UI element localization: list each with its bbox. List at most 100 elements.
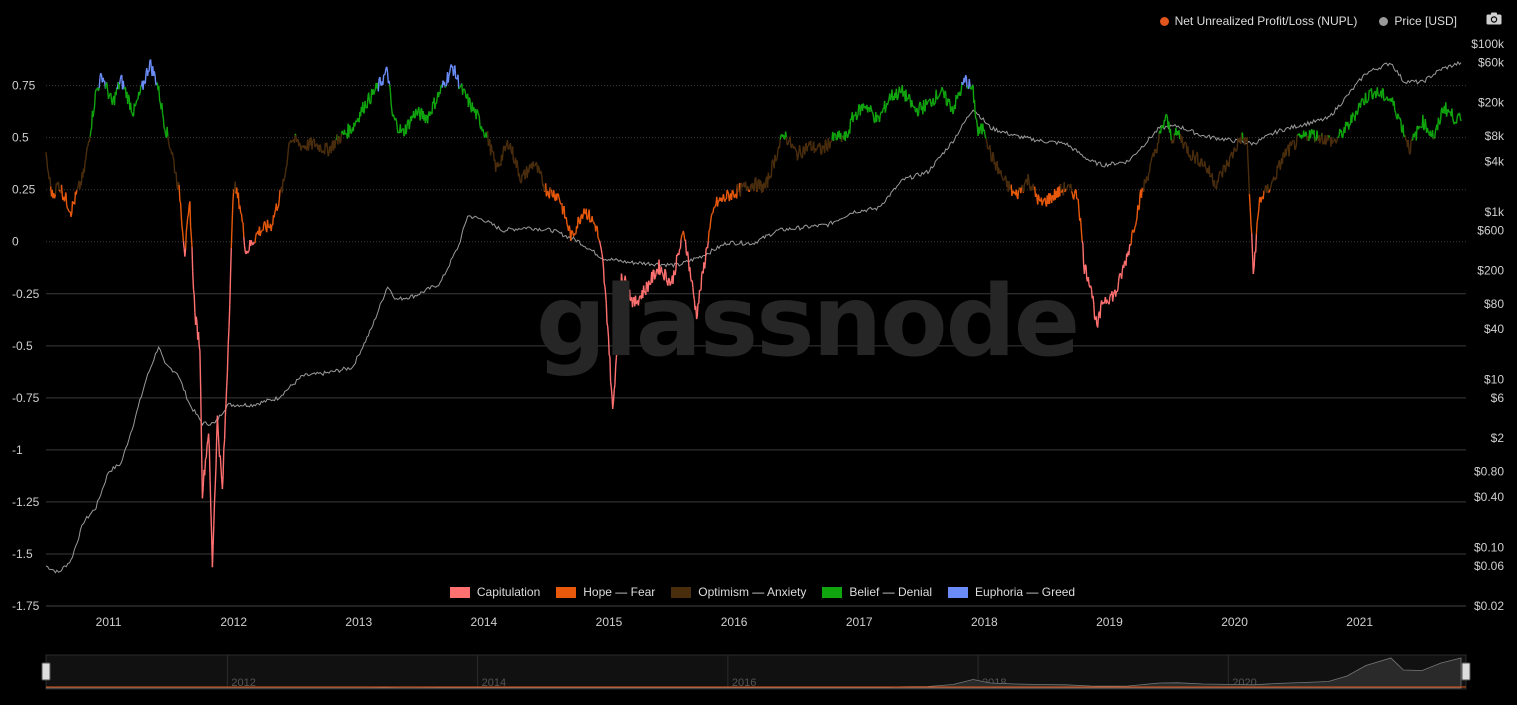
watermark: glassnode <box>536 265 1080 379</box>
nupl-segment <box>46 159 49 170</box>
nupl-segment <box>1256 216 1259 222</box>
nupl-segment <box>286 148 290 159</box>
nupl-segment <box>1141 187 1144 189</box>
nupl-segment <box>577 216 580 219</box>
nupl-segment <box>226 344 229 373</box>
zone-legend-item-capitulation[interactable]: Capitulation <box>449 585 540 599</box>
nupl-segment <box>1277 162 1280 168</box>
nupl-segment <box>846 134 849 139</box>
nupl-segment <box>250 240 253 244</box>
x-tick-label: 2017 <box>846 615 873 629</box>
navigator-handle-right[interactable] <box>1461 662 1471 681</box>
nupl-segment <box>290 140 293 143</box>
nupl-segment <box>363 112 365 114</box>
nupl-segment <box>240 212 243 215</box>
nupl-segment <box>511 146 514 161</box>
nupl-segment <box>970 85 973 90</box>
zone-legend-item-hope-fear[interactable]: Hope — Fear <box>556 585 655 599</box>
nupl-segment <box>599 244 602 250</box>
nupl-segment <box>1093 304 1096 319</box>
nupl-segment <box>867 106 870 109</box>
nupl-segment <box>283 173 286 179</box>
nupl-segment <box>364 100 367 108</box>
nupl-segment <box>870 109 873 113</box>
nupl-segment <box>950 108 953 113</box>
nupl-segment <box>287 142 290 149</box>
nupl-segment <box>193 294 196 313</box>
nupl-segment <box>200 449 204 499</box>
y-right-tick-label: $40 <box>1484 322 1504 336</box>
nupl-segment <box>648 280 651 285</box>
nupl-segment <box>459 86 461 89</box>
nupl-segment <box>75 189 78 195</box>
nupl-segment <box>1232 147 1235 155</box>
nupl-segment <box>319 144 322 150</box>
nupl-segment <box>614 365 617 385</box>
nupl-segment <box>490 144 493 152</box>
nupl-segment <box>830 139 833 143</box>
nupl-segment <box>722 193 725 200</box>
navigator[interactable]: 20122014201620182020 <box>41 654 1471 690</box>
nupl-segment <box>187 214 190 218</box>
nupl-segment <box>300 146 303 151</box>
nupl-segment <box>840 135 843 143</box>
nupl-segment <box>311 141 314 150</box>
nupl-segment <box>1418 125 1421 128</box>
x-tick-label: 2015 <box>596 615 623 629</box>
zone-legend-item-belief-denial[interactable]: Belief — Denial <box>822 585 932 599</box>
nupl-segment <box>505 144 508 147</box>
nupl-segment <box>253 241 255 244</box>
nupl-segment <box>550 189 553 197</box>
nupl-segment <box>181 226 184 233</box>
nupl-segment <box>1359 101 1362 108</box>
nupl-segment <box>384 68 387 74</box>
nupl-segment <box>237 192 240 209</box>
legend-item-price[interactable]: Price [USD] <box>1379 14 1457 28</box>
zone-legend-item-euphoria-greed[interactable]: Euphoria — Greed <box>948 585 1075 599</box>
nupl-segment <box>186 217 189 226</box>
nupl-segment <box>1333 138 1337 141</box>
nupl-segment <box>108 93 111 97</box>
nupl-segment <box>178 184 181 202</box>
nupl-segment <box>1148 163 1151 173</box>
camera-icon[interactable] <box>1486 12 1502 25</box>
nupl-segment <box>1070 191 1073 194</box>
nupl-segment <box>76 184 80 189</box>
nupl-segment <box>210 510 213 535</box>
nupl-segment <box>328 146 331 154</box>
nupl-segment <box>819 144 822 155</box>
nupl-segment <box>1217 176 1220 183</box>
nupl-segment <box>553 190 556 198</box>
nupl-segment <box>1189 154 1192 161</box>
nupl-segment <box>624 275 627 283</box>
nupl-segment <box>859 105 862 116</box>
nupl-segment <box>1293 139 1295 142</box>
x-axis: 2011 2012 2013 2014 2015 2016 2017 2018 2019 2020… <box>96 615 1374 629</box>
nupl-segment <box>975 118 978 120</box>
nupl-segment <box>344 133 347 135</box>
nupl-segment <box>448 72 451 77</box>
nupl-segment <box>1051 194 1054 197</box>
nupl-segment <box>763 182 766 187</box>
nupl-segment <box>1336 137 1339 142</box>
nupl-segment <box>759 179 762 183</box>
nupl-segment <box>753 178 756 191</box>
nupl-segment <box>418 106 421 115</box>
x-tick-label: 2021 <box>1346 615 1373 629</box>
nupl-segment <box>503 145 506 148</box>
nupl-segment <box>1145 176 1148 179</box>
nupl-segment <box>68 210 71 213</box>
nupl-segment <box>926 101 929 105</box>
nupl-segment <box>645 281 648 296</box>
nupl-segment <box>1351 112 1355 116</box>
y-right-tick-label: $6 <box>1491 391 1505 405</box>
nupl-segment <box>752 183 755 191</box>
nupl-segment <box>605 303 608 324</box>
navigator-handle-left[interactable] <box>41 662 51 681</box>
nupl-segment <box>424 115 427 123</box>
nupl-segment <box>721 198 724 203</box>
legend-item-nupl[interactable]: Net Unrealized Profit/Loss (NUPL) <box>1159 14 1357 28</box>
zone-legend-item-optimism-anxiety[interactable]: Optimism — Anxiety <box>671 585 806 599</box>
nupl-segment <box>961 82 965 86</box>
